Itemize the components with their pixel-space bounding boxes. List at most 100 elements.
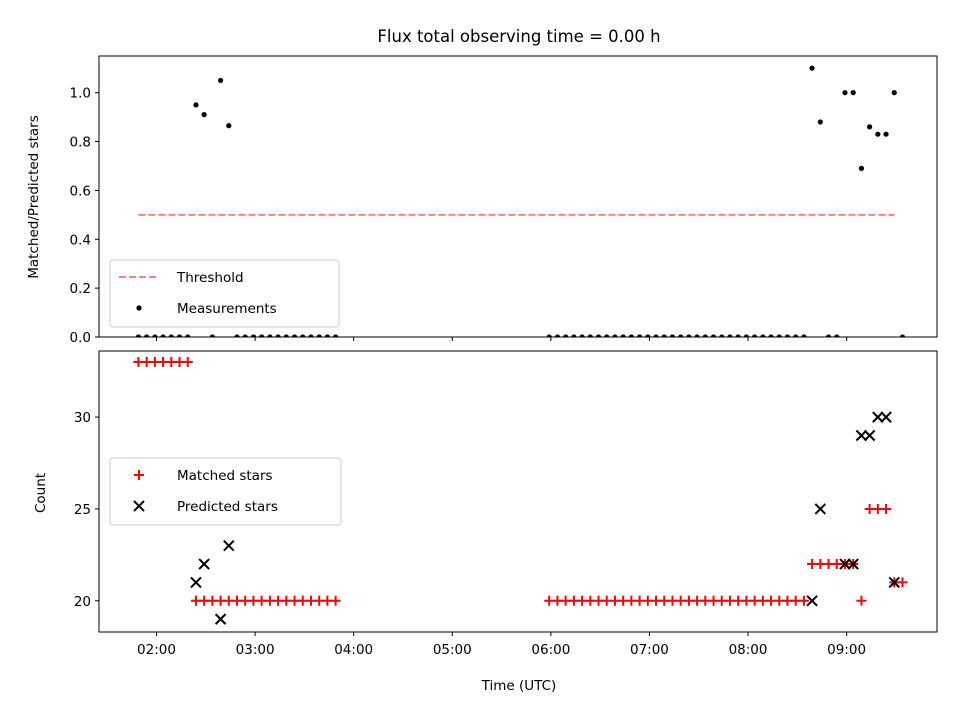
- x-tick-label: 02:00: [137, 642, 176, 658]
- top-y-tick-label: 1.0: [70, 86, 91, 102]
- measurements-point: [801, 334, 807, 337]
- top-series-group: [135, 65, 906, 337]
- measurements-point: [242, 334, 248, 337]
- top-plot: 0.0 0.2 0.4 0.6 0.8 1.0 Threshold Measurements: [70, 55, 938, 346]
- x-tick-label: 09:00: [827, 642, 866, 658]
- measurements-point: [760, 334, 766, 337]
- measurements-point: [209, 334, 215, 337]
- measurements-point: [587, 334, 593, 337]
- measurements-point: [743, 334, 749, 337]
- top-y-tick-label: 0.2: [70, 281, 91, 297]
- measurements-point: [669, 334, 676, 337]
- bottom-legend-box: [109, 457, 342, 526]
- measurements-point: [176, 334, 183, 337]
- measurements-point: [300, 334, 306, 337]
- measurements-point: [710, 334, 717, 337]
- measurements-point: [546, 334, 552, 337]
- measurements-point: [168, 334, 174, 337]
- x-tick-label: 04:00: [334, 642, 373, 658]
- predicted-stars-point: [839, 558, 851, 570]
- predicted-stars-point: [223, 539, 235, 552]
- measurements-point: [275, 334, 281, 337]
- x-tick-label: 06:00: [531, 642, 570, 658]
- top-y-tick-label: 0.4: [70, 232, 91, 248]
- top-y-axis-label: Matched/Predicted stars: [26, 115, 42, 278]
- measurements-point: [193, 102, 199, 108]
- measurements-point: [809, 65, 815, 71]
- legend-measurements-handle: [136, 305, 142, 311]
- measurements-point: [768, 334, 774, 337]
- measurements-point: [185, 334, 191, 337]
- measurements-point: [752, 334, 758, 337]
- predicted-stars-point: [814, 503, 827, 515]
- measurements-point: [217, 77, 224, 84]
- measurements-point: [793, 334, 799, 337]
- measurements-point: [571, 334, 577, 337]
- measurements-point: [152, 334, 158, 337]
- bottom-y-tick-label: 30: [74, 410, 91, 426]
- measurements-point: [267, 334, 273, 337]
- top-y-tick-label: 0.0: [70, 330, 91, 346]
- measurements-point: [883, 131, 889, 137]
- measurements-point: [686, 334, 692, 337]
- measurements-point: [702, 334, 708, 337]
- predicted-stars-point: [863, 429, 876, 442]
- measurements-point: [563, 334, 569, 337]
- bottom-axes-frame: [98, 350, 938, 633]
- measurements-point: [250, 334, 257, 337]
- legend-predicted-stars-handle: [133, 500, 145, 512]
- measurements-point: [834, 334, 840, 337]
- bottom-y-tick-label: 25: [74, 502, 91, 518]
- measurements-point: [604, 334, 610, 337]
- legend-measurements-label: Measurements: [177, 301, 277, 317]
- matched-stars-point: [881, 503, 892, 514]
- measurements-point: [324, 334, 330, 337]
- matched-stars-point: [897, 577, 908, 588]
- measurements-point: [850, 90, 856, 96]
- measurements-point: [333, 334, 339, 337]
- top-legend-box: [109, 259, 340, 328]
- measurements-point: [595, 334, 602, 337]
- measurements-point: [899, 334, 906, 337]
- measurements-point: [727, 334, 733, 337]
- predicted-stars-point: [198, 558, 210, 570]
- legend-matched-stars-handle: [134, 470, 144, 480]
- x-tick-label: 07:00: [630, 642, 669, 658]
- measurements-point: [719, 334, 725, 337]
- measurements-point: [234, 334, 240, 337]
- measurements-point: [201, 112, 207, 118]
- measurements-point: [653, 334, 659, 337]
- matched-stars-point: [856, 595, 867, 606]
- predicted-stars-point: [806, 595, 818, 607]
- measurements-point: [891, 90, 897, 96]
- measurements-point: [135, 334, 142, 337]
- x-axis-label: Time (UTC): [481, 678, 557, 694]
- measurements-point: [628, 334, 634, 337]
- measurements-point: [612, 334, 618, 337]
- measurements-point: [858, 165, 865, 171]
- x-tick-label: 05:00: [433, 642, 472, 658]
- measurements-point: [678, 334, 684, 337]
- top-y-tick-label: 0.6: [70, 183, 91, 199]
- measurements-point: [645, 334, 651, 337]
- predicted-stars-point: [847, 558, 859, 570]
- x-tick-label: 03:00: [236, 642, 275, 658]
- measurements-point: [226, 123, 232, 129]
- predicted-stars-point: [214, 613, 227, 625]
- measurements-point: [620, 334, 626, 337]
- measurements-point: [144, 334, 150, 337]
- measurements-point: [825, 334, 832, 337]
- matched-stars-point: [182, 357, 193, 368]
- legend-predicted-stars-label: Predicted stars: [177, 499, 278, 515]
- measurements-point: [776, 334, 782, 337]
- measurements-point: [554, 334, 561, 337]
- bottom-series-group: [133, 357, 908, 625]
- measurements-point: [875, 131, 881, 137]
- measurements-point: [735, 334, 741, 337]
- measurements-point: [283, 334, 289, 337]
- predicted-stars-point: [888, 576, 900, 589]
- measurements-point: [867, 124, 873, 130]
- measurements-point: [817, 119, 823, 125]
